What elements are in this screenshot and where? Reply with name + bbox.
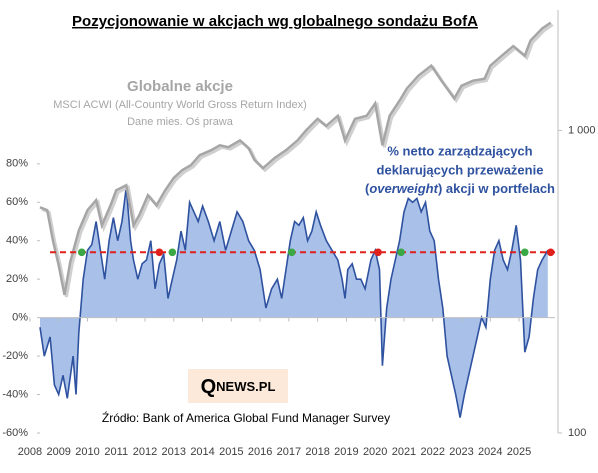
y-tick-label: 60%	[6, 196, 28, 208]
x-tick-label: 2017	[277, 446, 301, 458]
line-sublabel: MSCI ACWI (All-Country World Gross Retur…	[53, 99, 306, 111]
y-tick-label: 0%	[12, 312, 28, 324]
y-tick-label: -60%	[2, 427, 28, 439]
annotation-part: (	[365, 181, 370, 196]
line-shadow	[41, 23, 554, 298]
y-tick-label: 40%	[6, 235, 28, 247]
x-tick-label: 2015	[219, 446, 243, 458]
y-tick-label: -40%	[2, 388, 28, 400]
buy-points	[520, 248, 529, 257]
area	[40, 186, 548, 418]
x-tick-label: 2024	[478, 446, 502, 458]
logo-part: NEWS.PL	[216, 379, 275, 394]
x-tick-label: 2012	[133, 446, 157, 458]
y2-tick-label: 100	[568, 427, 586, 439]
y-tick-label: 80%	[6, 158, 28, 170]
sell-points	[546, 248, 555, 257]
line	[39, 21, 552, 296]
annotation-part: overweight	[369, 181, 438, 196]
source: Źródło: Bank of America Global Fund Mana…	[102, 410, 390, 425]
annotation: % netto zarządzających	[387, 143, 532, 158]
logo: QNEWS.PL	[201, 376, 276, 398]
x-tick-label: 2022	[420, 446, 444, 458]
annotation: deklarujących przeważenie	[377, 162, 544, 177]
x-tick-label: 2011	[104, 446, 128, 458]
x-tick-label: 2008	[18, 446, 42, 458]
x-tick-label: 2010	[75, 446, 99, 458]
x-tick-label: 2020	[363, 446, 387, 458]
buy-points	[168, 248, 177, 257]
x-tick-label: 2013	[162, 446, 186, 458]
y-tick-label: -20%	[2, 350, 28, 362]
x-tick-label: 2023	[449, 446, 473, 458]
buy-points	[397, 248, 405, 257]
annotation: (overweight) akcji w portfelach	[365, 181, 555, 196]
chart-title: Pozycjonowanie w akcjach wg globalnego s…	[72, 13, 478, 30]
line-sublabel: Dane mies. Oś prawa	[127, 116, 234, 128]
x-tick-label: 2009	[46, 446, 70, 458]
area-line	[39, 186, 549, 418]
x-tick-label: 2014	[190, 446, 214, 458]
logo-part: Q	[201, 376, 217, 398]
x-tick-label: 2019	[334, 446, 358, 458]
buy-points	[287, 248, 296, 257]
logo-box	[188, 369, 288, 403]
line-label: Globalne akcje	[127, 78, 233, 95]
buy-points	[77, 248, 86, 257]
x-tick-label: 2018	[305, 446, 329, 458]
sell-points	[155, 248, 164, 257]
y2-tick-label: 1 000	[568, 124, 596, 136]
sell-points	[374, 248, 382, 257]
x-tick-label: 2025	[507, 446, 531, 458]
x-tick-label: 2016	[248, 446, 272, 458]
x-tick-label: 2021	[392, 446, 416, 458]
y-tick-label: 20%	[6, 273, 28, 285]
annotation-part: ) akcji w portfelach	[438, 181, 555, 196]
